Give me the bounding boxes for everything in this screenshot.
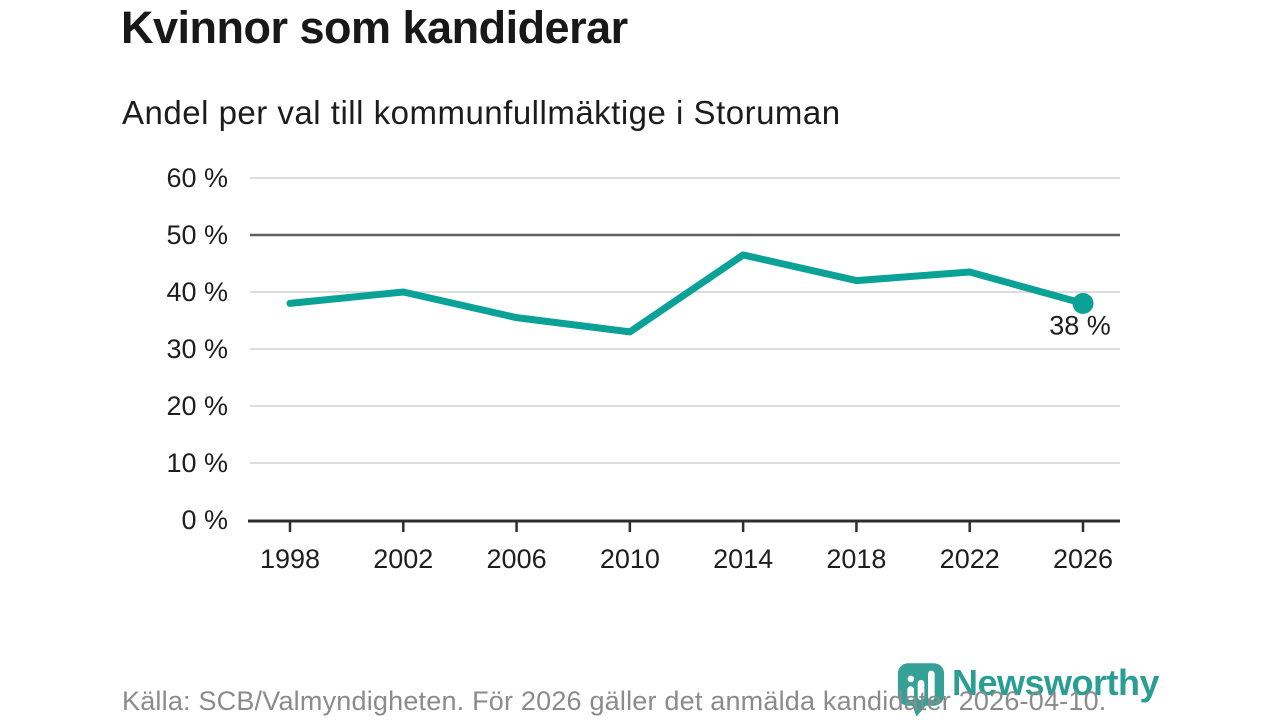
newsworthy-bar-chart-pin-icon	[897, 663, 945, 717]
x-axis-tick-label: 2026	[1053, 544, 1113, 574]
end-point-dot	[1072, 292, 1094, 314]
x-axis-tick-label: 2002	[373, 544, 433, 574]
x-axis-tick-label: 2006	[487, 544, 547, 574]
newsworthy-logo[interactable]: Newsworthy	[897, 662, 1160, 718]
x-axis-tick-label: 2010	[600, 544, 660, 574]
y-axis-tick-label: 40 %	[166, 277, 228, 307]
y-axis-tick-label: 50 %	[166, 220, 228, 250]
y-axis-tick-label: 30 %	[166, 334, 228, 364]
x-axis-tick-label: 2018	[826, 544, 886, 574]
footer: Källa: SCB/Valmyndigheten. För 2026 gäll…	[122, 686, 1107, 717]
y-axis-tick-label: 0 %	[181, 505, 228, 535]
x-axis-tick-label: 2014	[713, 544, 773, 574]
page-title: Kvinnor som kandiderar	[121, 2, 628, 53]
end-point-value-label: 38 %	[1049, 310, 1111, 340]
chart-subtitle: Andel per val till kommunfullmäktige i S…	[122, 94, 841, 131]
x-axis-tick-label: 2022	[940, 544, 1000, 574]
x-axis-tick-label: 1998	[260, 544, 320, 574]
y-axis-tick-label: 10 %	[166, 448, 228, 478]
y-axis-tick-label: 60 %	[166, 163, 228, 193]
source-text: Källa: SCB/Valmyndigheten. För 2026 gäll…	[122, 686, 1107, 716]
newsworthy-wordmark: Newsworthy	[952, 662, 1160, 703]
y-axis-tick-label: 20 %	[166, 391, 228, 421]
trend-line	[286, 251, 1087, 336]
